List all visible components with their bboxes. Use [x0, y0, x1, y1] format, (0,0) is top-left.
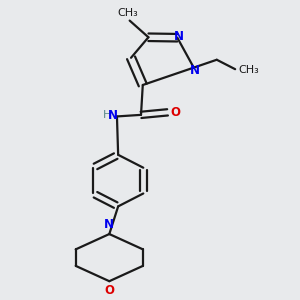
- Text: O: O: [170, 106, 180, 119]
- Text: CH₃: CH₃: [118, 8, 138, 18]
- Text: N: N: [190, 64, 200, 76]
- Text: CH₃: CH₃: [239, 65, 260, 75]
- Text: N: N: [104, 218, 114, 231]
- Text: O: O: [104, 284, 114, 297]
- Text: N: N: [174, 30, 184, 43]
- Text: N: N: [108, 109, 118, 122]
- Text: H: H: [103, 110, 111, 121]
